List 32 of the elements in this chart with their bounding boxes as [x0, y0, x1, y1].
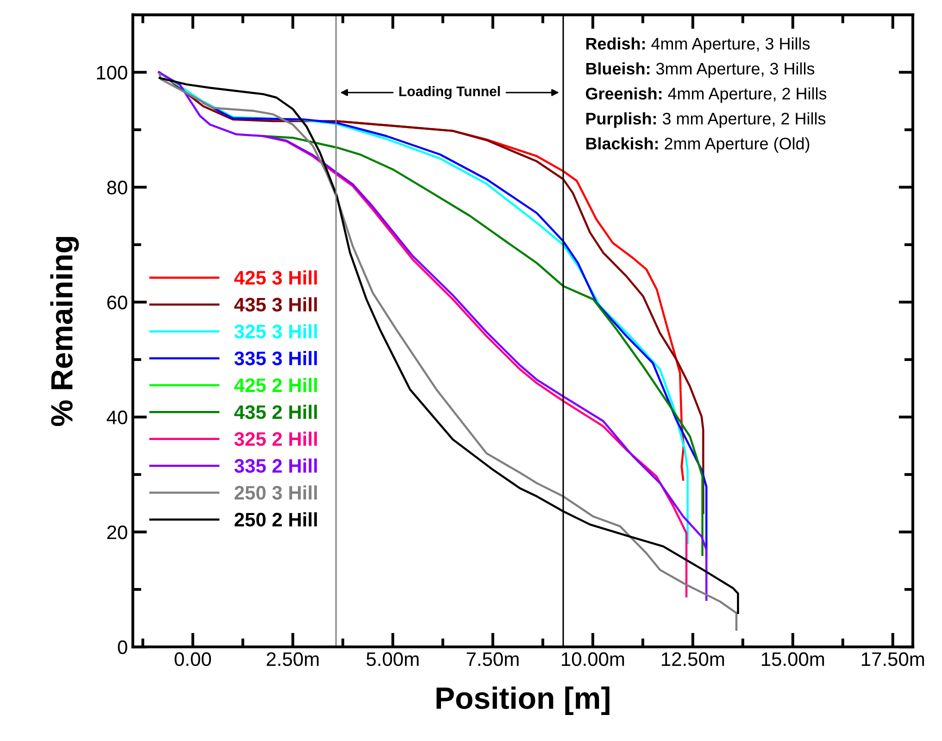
annotation: Redish: 4mm Aperture, 3 Hills	[586, 37, 810, 53]
x-tick-label: 17.50m	[862, 652, 924, 666]
annotation: Purplish: 3 mm Aperture, 2 Hills	[586, 112, 826, 128]
x-tick-label: 10.00m	[562, 652, 624, 666]
x-tick-label: 12.50m	[662, 652, 724, 666]
x-axis-title: Position [m]	[436, 686, 610, 716]
y-axis-title: % Remaining	[50, 236, 79, 426]
annotation: Loading Tunnel	[399, 86, 500, 100]
legend-label: 325 2 Hill	[234, 432, 317, 446]
legend-label: 335 2 Hill	[234, 458, 317, 473]
x-tick-label: 0.00	[174, 652, 211, 666]
x-tick-label: 2.50m	[266, 652, 319, 666]
y-tick-label: 80	[107, 180, 128, 194]
annotation: Blueish: 3mm Aperture, 3 Hills	[586, 62, 814, 78]
x-tick-label: 15.00m	[762, 652, 824, 666]
legend-label: 335 3 Hill	[234, 351, 317, 366]
annotation: Blackish: 2mm Aperture (Old)	[586, 137, 810, 153]
legend-label: 325 3 Hill	[234, 324, 317, 338]
x-tick-label: 5.00m	[366, 652, 419, 666]
y-tick-label: 60	[107, 296, 128, 310]
x-tick-label: 7.50m	[466, 652, 519, 666]
y-tick-label: 20	[107, 525, 128, 540]
y-tick-label: 100	[97, 66, 128, 80]
legend-label: 425 3 Hill	[234, 270, 317, 285]
legend-label: 435 3 Hill	[234, 297, 317, 312]
legend-label: 435 2 Hill	[234, 404, 317, 420]
legend-label: 250 3 Hill	[234, 485, 317, 500]
legend-label: 250 2 Hill	[234, 512, 317, 527]
y-tick-label: 40	[106, 410, 128, 424]
y-tick-label: 0	[118, 640, 128, 654]
annotation: Greenish: 4mm Aperture, 2 Hills	[586, 87, 826, 103]
legend-label: 425 2 Hill	[234, 378, 317, 392]
